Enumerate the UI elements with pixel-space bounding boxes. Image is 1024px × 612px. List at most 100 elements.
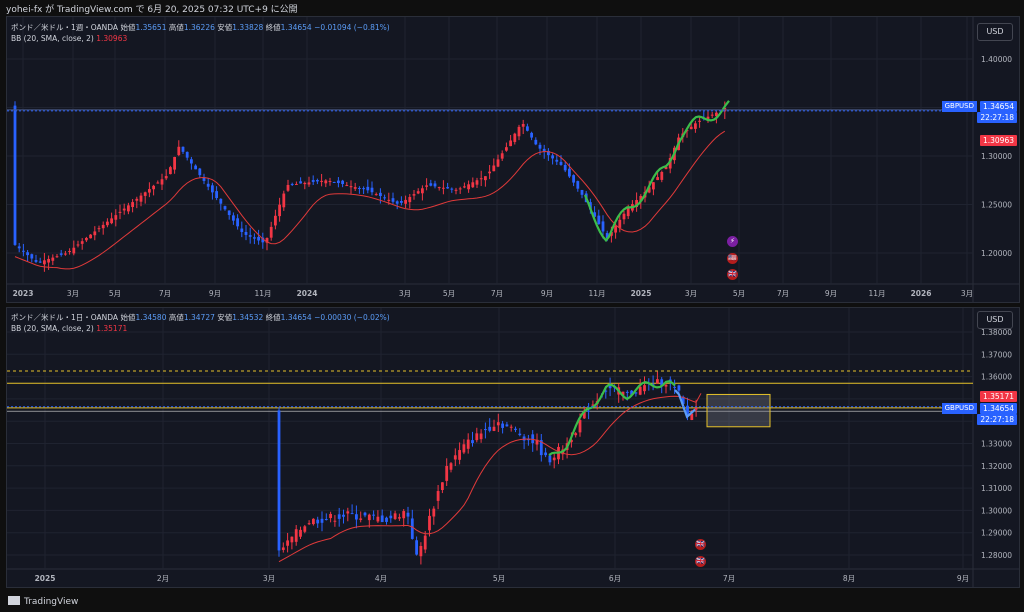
candle-body — [467, 184, 470, 190]
time-tick-label: 3月 — [263, 574, 275, 583]
candle-body — [362, 188, 365, 190]
candle-body — [591, 404, 595, 406]
tradingview-logo[interactable]: TradingView — [8, 596, 78, 607]
daily-bb-value: 1.35171 — [96, 324, 128, 333]
candle-body — [421, 188, 424, 194]
daily-low-label: 安値 — [217, 313, 233, 322]
candle-body — [303, 182, 307, 185]
candle-body — [110, 218, 113, 224]
candle-body — [505, 147, 508, 151]
candle-body — [445, 465, 449, 481]
price-tick-label: 1.32000 — [981, 462, 1012, 471]
candle-body — [370, 187, 374, 193]
candle-body — [93, 231, 97, 236]
candle-body — [530, 132, 533, 138]
weekly-chart[interactable]: 1.400001.350001.300001.250001.2000020233… — [7, 17, 1019, 302]
weekly-symbol[interactable]: ポンド／米ドル・1週・OANDA — [11, 23, 119, 32]
candle-body — [484, 176, 487, 181]
daily-currency-button[interactable]: USD — [977, 311, 1013, 329]
candle-body — [206, 183, 210, 187]
candle-body — [299, 529, 302, 537]
candle-body — [76, 244, 80, 246]
candle-body — [416, 191, 420, 194]
candle-body — [638, 386, 642, 395]
weekly-open-label: 始値 — [120, 23, 136, 32]
candle-body — [618, 219, 622, 228]
candle-body — [437, 187, 441, 189]
candle-body — [630, 390, 633, 395]
candle-body — [337, 180, 340, 184]
candle-body — [55, 256, 59, 258]
candle-body — [346, 511, 350, 514]
candle-body — [290, 183, 294, 185]
event-lightning-icon[interactable]: ⚡ — [727, 236, 738, 247]
bollinger-band-line — [14, 130, 726, 270]
candle-body — [316, 180, 319, 182]
event-uk-flag-icon[interactable]: 🇬🇧 — [695, 556, 706, 567]
event-uk-flag-icon[interactable]: 🇬🇧 — [695, 539, 706, 550]
candle-body — [286, 184, 290, 191]
weekly-price-badge: 1.34654 — [979, 101, 1017, 112]
candle-body — [432, 508, 436, 517]
candle-body — [47, 258, 50, 263]
candle-body — [605, 233, 609, 239]
candle-body — [328, 180, 332, 182]
candle-body — [475, 433, 479, 441]
event-uk-flag-icon[interactable]: 🇬🇧 — [727, 269, 738, 280]
weekly-close-label: 終値 — [265, 23, 281, 32]
candle-body — [80, 241, 84, 244]
candle-body — [436, 491, 440, 501]
pullback-highlight-line — [674, 389, 696, 419]
candle-body — [428, 515, 431, 531]
weekly-symbol-badge: GBPUSD — [941, 101, 977, 112]
candle-body — [466, 439, 470, 449]
time-tick-label: 5月 — [443, 289, 455, 298]
candle-body — [462, 444, 466, 453]
candle-body — [227, 210, 231, 216]
candle-body — [211, 185, 214, 193]
candle-body — [597, 215, 601, 225]
candle-body — [353, 187, 357, 189]
candle-body — [488, 171, 491, 174]
weekly-currency-button[interactable]: USD — [977, 23, 1013, 41]
candle-body — [660, 172, 664, 180]
candle-body — [402, 511, 406, 519]
candle-body — [64, 253, 67, 255]
candle-body — [677, 385, 681, 391]
candle-body — [552, 457, 556, 461]
weekly-chart-pane[interactable]: 1.400001.350001.300001.250001.2000020233… — [6, 16, 1020, 303]
daily-open: 1.34580 — [135, 313, 167, 322]
candle-body — [513, 133, 517, 142]
candle-body — [479, 433, 483, 440]
time-tick-label: 9月 — [209, 289, 221, 298]
weekly-low-label: 安値 — [217, 23, 233, 32]
candle-body — [385, 517, 388, 522]
candle-body — [484, 429, 487, 431]
weekly-bb-label[interactable]: BB (20, SMA, close, 2) — [11, 34, 94, 43]
daily-chart[interactable]: 1.380001.370001.360001.350001.340001.330… — [7, 308, 1019, 587]
candle-body — [706, 116, 710, 121]
daily-symbol[interactable]: ポンド／米ドル・1日・OANDA — [11, 313, 119, 322]
time-tick-label: 2024 — [297, 289, 318, 298]
time-tick-label: 5月 — [733, 289, 745, 298]
daily-bb-label[interactable]: BB (20, SMA, close, 2) — [11, 324, 94, 333]
candle-body — [664, 384, 668, 387]
daily-bb-badge: 1.35171 — [979, 391, 1017, 402]
candle-body — [500, 153, 504, 159]
event-us-flag-icon[interactable]: 🇺🇸 — [727, 253, 738, 264]
candle-body — [118, 211, 122, 213]
tv-logo-icon — [8, 596, 20, 605]
time-tick-label: 4月 — [375, 574, 387, 583]
candle-body — [131, 202, 134, 208]
candle-body — [72, 247, 76, 254]
daily-change: −0.00030 (−0.02%) — [314, 313, 390, 322]
candle-body — [13, 105, 17, 245]
price-tick-label: 1.29000 — [981, 529, 1012, 538]
candle-body — [587, 410, 590, 412]
candle-body — [324, 519, 328, 521]
candle-body — [143, 192, 147, 196]
price-tick-label: 1.28000 — [981, 551, 1012, 560]
daily-chart-pane[interactable]: 1.380001.370001.360001.350001.340001.330… — [6, 307, 1020, 588]
time-tick-label: 7月 — [491, 289, 503, 298]
candle-body — [34, 260, 38, 262]
